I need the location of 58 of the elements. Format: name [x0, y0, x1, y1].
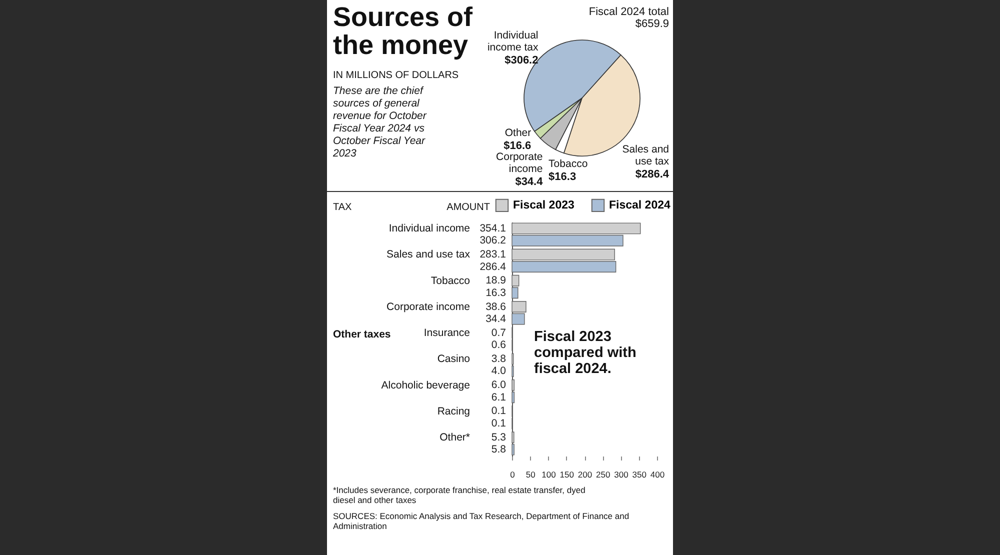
data-label: 5.3 — [491, 431, 506, 444]
slice-label: Tobacco — [548, 158, 588, 170]
data-label: $286.4 — [635, 168, 670, 180]
data-label: 6.0 — [491, 379, 506, 392]
y-tick-label: Individual income — [388, 222, 470, 235]
data-label: $16.3 — [548, 170, 576, 183]
chart-title: Sources of the money — [333, 2, 474, 60]
data-label: 354.1 — [480, 222, 506, 234]
annotation: Fiscal 2023 compared with fiscal 2024. — [534, 329, 636, 377]
legend-label: Fiscal 2024 — [609, 199, 671, 212]
data-label: 4.0 — [491, 365, 506, 378]
data-label: 306.2 — [480, 234, 506, 247]
x-tick-label: 250 — [596, 470, 610, 480]
data-label: $16.6 — [504, 140, 532, 152]
y-tick-label: Corporate income — [386, 300, 470, 313]
data-label: 3.8 — [491, 353, 506, 366]
legend-label: Fiscal 2023 — [513, 199, 574, 212]
data-label: 16.3 — [486, 286, 506, 299]
data-label: 0.7 — [491, 326, 506, 339]
source-note: SOURCES: Economic Analysis and Tax Research, Department of Finance and Administration — [333, 511, 630, 531]
text: AMOUNT — [446, 202, 490, 213]
x-tick-label: 100 — [542, 470, 556, 480]
slice-label: Individual income tax — [487, 30, 539, 54]
x-tick-label: 0 — [510, 470, 516, 480]
data-label: 286.4 — [480, 260, 506, 273]
x-tick-label: 350 — [632, 470, 647, 480]
data-label: 18.9 — [486, 274, 506, 287]
y-tick-label: Casino — [437, 353, 470, 366]
data-label: 5.8 — [491, 444, 506, 456]
data-label: 38.6 — [486, 300, 506, 313]
text: Other taxes — [333, 328, 391, 341]
x-tick-label: 400 — [650, 470, 665, 480]
y-tick-label: Racing — [437, 405, 470, 418]
slice-label: Sales and use tax — [622, 143, 670, 168]
y-tick-label: Tobacco — [430, 274, 470, 287]
data-label: 0.6 — [491, 339, 506, 352]
x-tick-label: 200 — [578, 470, 592, 480]
text: IN MILLIONS OF DOLLARS — [333, 70, 459, 81]
data-label: 34.4 — [486, 312, 506, 325]
y-tick-label: Other* — [440, 432, 470, 444]
text: Fiscal 2024 total $659.9 — [588, 6, 669, 30]
y-axis-title: TAX — [333, 202, 352, 213]
y-tick-label: Alcoholic beverage — [381, 379, 470, 392]
y-tick-label: Insurance — [424, 327, 470, 340]
data-label: 6.1 — [491, 391, 506, 404]
text: These are the chief sources of general revenue for October Fiscal Year 2024 vs October Fiscal Year 2023 — [332, 85, 427, 160]
x-tick-label: 50 — [526, 470, 536, 480]
data-label: $306.2 — [504, 54, 538, 67]
data-label: 0.1 — [491, 405, 506, 418]
y-tick-label: Sales and use tax — [386, 248, 471, 261]
data-label: $34.4 — [515, 176, 544, 188]
x-tick-label: 150 — [560, 470, 574, 480]
slice-label: Corporate income — [496, 151, 543, 176]
data-label: 283.1 — [480, 248, 506, 261]
data-label: 0.1 — [491, 417, 506, 430]
x-tick-label: 300 — [614, 470, 629, 480]
text: *Includes severance, corporate franchise, real estate transfer, dyed diesel and other taxes — [333, 485, 586, 505]
slice-label: Other — [504, 127, 532, 140]
